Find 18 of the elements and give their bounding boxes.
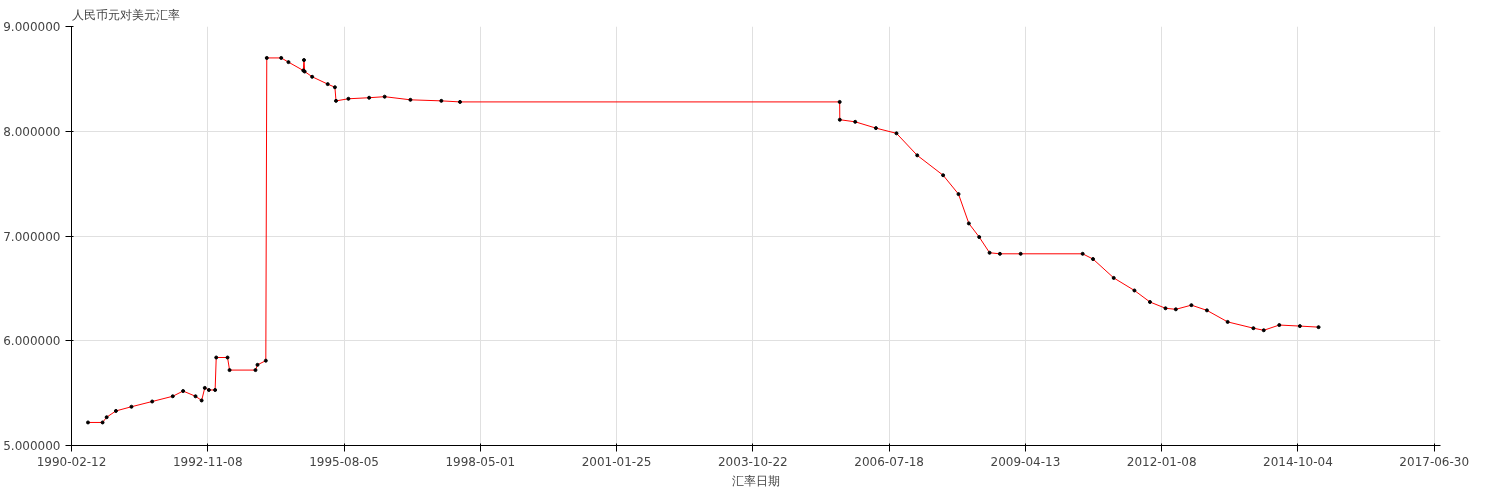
- x-tick-label: 2017-06-30: [1399, 454, 1470, 469]
- y-tick-label: 9.000000: [3, 20, 61, 34]
- x-tick-label: 1990-02-12: [36, 454, 107, 469]
- x-tick-label: 2014-10-04: [1263, 454, 1333, 469]
- y-tick-label: 6.000000: [3, 334, 61, 349]
- y-tick-label: 5.000000: [3, 439, 61, 453]
- x-tick-label: 2012-01-08: [1126, 454, 1197, 469]
- x-tick-label: 1995-08-05: [309, 454, 379, 469]
- y-axis-title: 人民币元对美元汇率: [71, 7, 180, 22]
- x-tick-label: 1992-11-08: [172, 454, 243, 469]
- x-tick-label: 2006-07-18: [854, 454, 925, 469]
- x-axis-title: 汇率日期: [732, 473, 780, 488]
- x-tick-label: 2001-01-25: [581, 454, 652, 469]
- y-tick-label: 8.000000: [3, 124, 61, 139]
- x-tick-label: 2009-04-13: [990, 454, 1061, 469]
- x-tick-label: 1998-05-01: [445, 454, 516, 469]
- y-tick-label: 7.000000: [3, 229, 61, 244]
- x-tick-label: 2003-10-22: [718, 454, 788, 469]
